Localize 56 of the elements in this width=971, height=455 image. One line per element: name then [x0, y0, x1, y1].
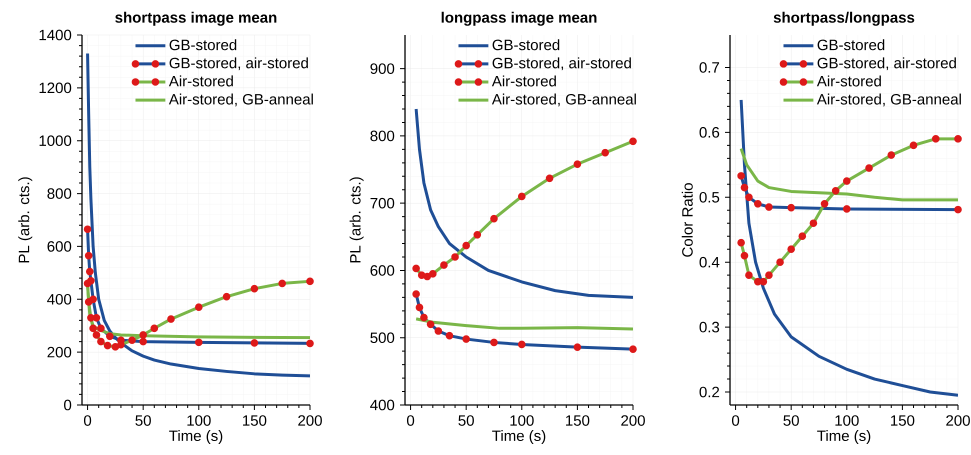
legend-label: GB-stored	[170, 39, 236, 50]
x-tick-label: 100	[187, 415, 211, 426]
x-axis-title: Time (s)	[817, 430, 870, 444]
y-tick-label: 800	[370, 130, 394, 142]
x-tick-label: 200	[298, 415, 322, 426]
legend-label: GB-stored, air-stored	[170, 57, 308, 70]
legend-label: GB-stored	[818, 39, 884, 50]
y-tick-label: 800	[47, 188, 72, 199]
legend-label: Air-stored	[816, 75, 881, 86]
x-tick-label: 150	[891, 415, 914, 426]
x-tick-label: 150	[243, 415, 266, 426]
x-axis-title: Time (s)	[169, 430, 222, 444]
x-tick-label: 100	[510, 415, 534, 426]
y-tick-label: 900	[370, 63, 394, 74]
x-tick-label: 50	[458, 415, 474, 426]
y-tick-label: 0.3	[700, 322, 720, 332]
legend-label: GB-stored	[492, 39, 560, 50]
legend-label: Air-stored	[492, 75, 556, 86]
x-tick-label: 200	[946, 415, 970, 426]
y-tick-label: 0.4	[700, 256, 720, 268]
x-axis-title: Time (s)	[492, 430, 546, 444]
chart-title: longpass image mean	[442, 12, 596, 26]
y-tick-label: 1400	[40, 30, 72, 40]
y-tick-label: 1000	[40, 135, 72, 146]
legend-label: Air-stored, GB-anneal	[816, 94, 961, 106]
legend-label: GB-stored, air-stored	[492, 57, 631, 70]
x-tick-label: 50	[135, 415, 151, 426]
legend-label: Air-stored, GB-anneal	[492, 94, 636, 106]
y-tick-label: 400	[47, 294, 72, 305]
legend-label: Air-stored	[168, 75, 233, 86]
y-tick-label: 600	[48, 241, 72, 252]
y-tick-label: 400	[370, 400, 394, 410]
legend-label: GB-stored, air-stored	[818, 57, 956, 70]
y-tick-label: 0.2	[700, 386, 720, 398]
y-axis-title: Color Ratio	[682, 183, 693, 257]
x-tick-label: 0	[84, 415, 92, 426]
y-tick-label: 1200	[40, 82, 72, 94]
y-tick-label: 0	[64, 400, 72, 410]
y-tick-label: 700	[370, 198, 394, 208]
chart-title: shortpass image mean	[115, 12, 276, 26]
y-tick-label: 0.5	[700, 192, 720, 203]
x-tick-label: 200	[621, 415, 645, 426]
y-tick-label: 200	[48, 346, 72, 358]
x-tick-label: 50	[783, 415, 799, 426]
legend-label: Air-stored, GB-anneal	[168, 94, 313, 106]
y-axis-title: PL (arb. cts.)	[18, 177, 32, 262]
y-tick-label: 0.6	[700, 127, 720, 138]
x-tick-label: 100	[835, 415, 859, 426]
y-axis-title: PL (arb. cts.)	[350, 177, 364, 262]
y-tick-label: 500	[370, 332, 394, 344]
y-tick-label: 600	[370, 265, 394, 276]
y-tick-label: 0.7	[700, 62, 720, 73]
x-tick-label: 0	[406, 415, 414, 426]
x-tick-label: 150	[566, 415, 590, 426]
x-tick-label: 0	[732, 415, 740, 426]
chart-title: shortpass/longpass	[774, 12, 914, 26]
